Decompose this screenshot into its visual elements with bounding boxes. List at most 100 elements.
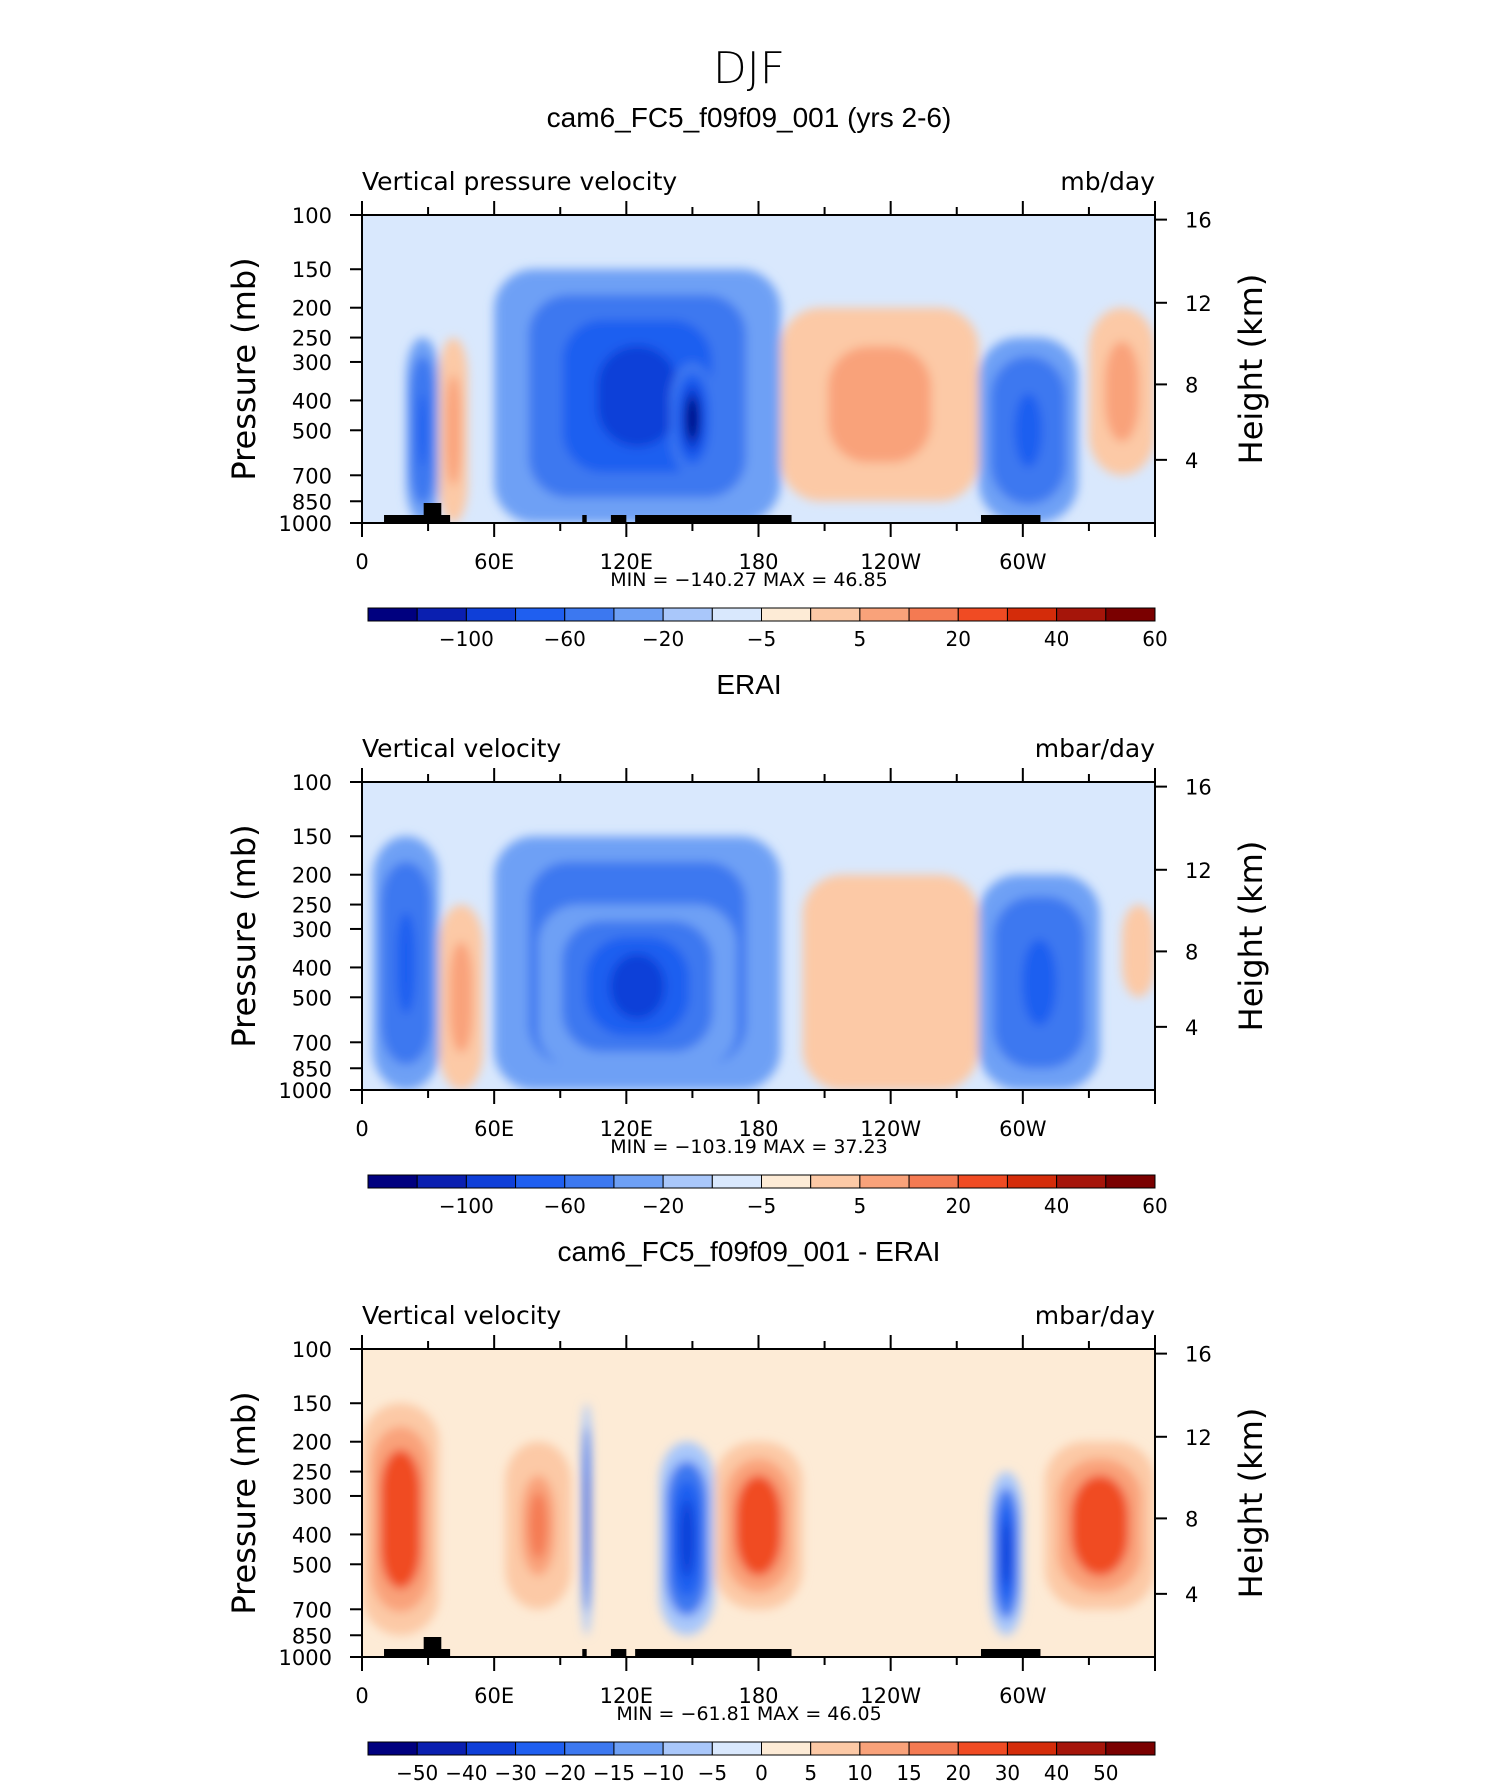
colorbar-swatch <box>613 1741 664 1756</box>
contour-region-4-level-3 <box>746 1491 771 1560</box>
colorbar-swatch <box>613 1174 664 1189</box>
colorbar-swatch <box>515 1741 566 1756</box>
contour-region-1-level-3 <box>454 960 468 1035</box>
right-axis-label: Height (km) <box>1232 1408 1270 1599</box>
topography-mask <box>423 503 442 523</box>
colorbar-swatch <box>1105 1741 1156 1756</box>
colorbar-swatch <box>367 607 418 622</box>
topography-mask <box>423 1637 442 1656</box>
x-tick-label: 120W <box>860 550 921 574</box>
colorbar-label: −5 <box>747 1194 776 1218</box>
colorbar-label: 30 <box>995 1761 1020 1784</box>
right-tick-label: 16 <box>1185 209 1212 233</box>
y-tick-label: 700 <box>292 1031 332 1055</box>
y-axis-label: Pressure (mb) <box>225 824 263 1047</box>
y-tick-label: 100 <box>292 204 332 228</box>
contour-region-6-level-3 <box>1112 357 1132 426</box>
topography-mask <box>384 1649 451 1656</box>
topography-mask <box>635 515 792 523</box>
colorbar-swatch <box>416 1741 467 1756</box>
colorbar-label: 5 <box>854 1194 867 1218</box>
y-tick-label: 250 <box>292 1461 332 1485</box>
colorbar-label: −15 <box>593 1761 635 1784</box>
contour-field <box>362 215 1155 523</box>
colorbar-swatch <box>367 1741 418 1756</box>
colorbar-swatch <box>416 607 467 622</box>
colorbar-label: −20 <box>544 1761 586 1784</box>
colorbar-swatch <box>761 1741 812 1756</box>
colorbar-swatch <box>1056 1741 1107 1756</box>
colorbar-swatch <box>908 1741 959 1756</box>
colorbar-swatch <box>859 1174 910 1189</box>
colorbar-swatch <box>711 1741 762 1756</box>
x-tick-label: 180 <box>738 550 778 574</box>
quantity-label: Vertical pressure velocity <box>362 167 677 196</box>
colorbar-swatch <box>564 1174 615 1189</box>
x-tick-label: 60W <box>999 550 1047 574</box>
contour-region-3-level-3 <box>609 953 666 1020</box>
y-tick-label: 200 <box>292 297 332 321</box>
y-tick-label: 1000 <box>279 1079 332 1103</box>
colorbar-swatch <box>711 1174 762 1189</box>
colorbar-swatch <box>1006 1174 1058 1189</box>
y-axis-label: Pressure (mb) <box>225 257 263 480</box>
y-tick-label: 200 <box>292 1431 332 1455</box>
colorbar-label: −40 <box>445 1761 487 1784</box>
units-label: mb/day <box>1060 167 1155 196</box>
colorbar-label: −100 <box>439 1194 494 1218</box>
contour-region-5-level-3 <box>1001 1520 1011 1587</box>
colorbar-swatch <box>1006 607 1058 622</box>
y-tick-label: 200 <box>292 864 332 888</box>
colorbar-swatch <box>1105 607 1156 622</box>
x-tick-label: 60E <box>474 1684 514 1708</box>
contour-region-2-level-3 <box>585 1472 590 1566</box>
colorbar-swatch <box>761 607 812 622</box>
panel-difference: cam6_FC5_f09f09_001 - ERAI Vertical veloc… <box>225 1236 1270 1784</box>
y-tick-label: 100 <box>292 1338 332 1362</box>
x-tick-label: 0 <box>355 550 368 574</box>
topography-mask <box>980 515 1041 523</box>
panel-title: ERAI <box>716 669 781 700</box>
y-tick-label: 300 <box>292 351 332 375</box>
y-tick-label: 150 <box>292 825 332 849</box>
colorbar-swatch <box>810 1741 861 1756</box>
y-tick-label: 250 <box>292 327 332 351</box>
colorbar-swatch <box>957 1741 1008 1756</box>
colorbar-swatch <box>367 1174 418 1189</box>
colorbar-label: −10 <box>642 1761 684 1784</box>
colorbar-label: −60 <box>544 627 586 651</box>
y-tick-label: 300 <box>292 918 332 942</box>
colorbar-swatch <box>515 1174 566 1189</box>
y-tick-label: 500 <box>292 1553 332 1577</box>
colorbar-label: −30 <box>494 1761 536 1784</box>
contour-region-4-level-3 <box>851 365 908 444</box>
right-axis-label: Height (km) <box>1232 841 1270 1032</box>
topography-mask <box>610 1649 627 1656</box>
units-label: mbar/day <box>1035 734 1155 763</box>
contour-region-6-level-3 <box>1133 932 1144 970</box>
right-tick-label: 12 <box>1185 1426 1212 1450</box>
colorbar-swatch <box>662 607 713 622</box>
colorbar-swatch <box>662 1174 713 1189</box>
figure-title: DJF <box>713 43 785 94</box>
colorbar-swatch <box>1006 1741 1058 1756</box>
colorbar-label: 5 <box>854 627 867 651</box>
colorbar-label: −20 <box>642 1194 684 1218</box>
colorbar-swatch <box>711 607 762 622</box>
colorbar-swatch <box>1056 1174 1107 1189</box>
colorbar-label: −5 <box>698 1761 727 1784</box>
x-tick-label: 120E <box>600 1117 653 1141</box>
colorbar-swatch <box>515 607 566 622</box>
quantity-label: Vertical velocity <box>362 734 561 763</box>
colorbar-label: 20 <box>946 1194 971 1218</box>
units-label: mbar/day <box>1035 1301 1155 1330</box>
contour-field <box>362 1349 1155 1656</box>
colorbar-label: 15 <box>896 1761 921 1784</box>
min-max-stats: MIN = −61.81 MAX = 46.05 <box>616 1703 881 1725</box>
x-tick-label: 60W <box>999 1684 1047 1708</box>
y-tick-label: 1000 <box>279 1646 332 1670</box>
colorbar-label: −60 <box>544 1194 586 1218</box>
colorbar-label: −100 <box>439 627 494 651</box>
topography-mask <box>384 515 451 523</box>
